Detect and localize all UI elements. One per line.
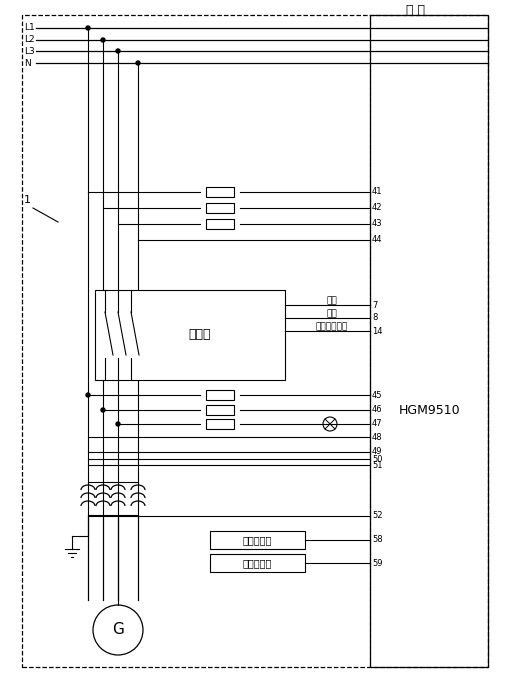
Text: 46: 46 bbox=[372, 405, 383, 415]
Text: 58: 58 bbox=[372, 535, 383, 545]
Bar bbox=[206, 390, 234, 400]
Bar bbox=[210, 554, 305, 572]
Bar bbox=[210, 531, 305, 549]
Circle shape bbox=[101, 38, 105, 42]
Text: 母 排: 母 排 bbox=[405, 3, 425, 16]
Bar bbox=[206, 419, 234, 429]
Bar bbox=[206, 187, 234, 197]
Circle shape bbox=[116, 422, 120, 426]
Bar bbox=[206, 405, 234, 415]
Text: L3: L3 bbox=[24, 46, 35, 55]
Text: 油压传感器: 油压传感器 bbox=[242, 535, 272, 545]
Text: N: N bbox=[24, 59, 31, 67]
Text: HGM9510: HGM9510 bbox=[399, 404, 461, 417]
Text: 45: 45 bbox=[372, 390, 383, 400]
Text: 42: 42 bbox=[372, 204, 383, 212]
Text: 41: 41 bbox=[372, 187, 383, 197]
Text: 合闸状态输入: 合闸状态输入 bbox=[316, 323, 348, 332]
Text: 14: 14 bbox=[372, 326, 383, 336]
Bar bbox=[206, 203, 234, 213]
Text: L1: L1 bbox=[24, 24, 35, 33]
Text: 1: 1 bbox=[23, 195, 30, 205]
Text: 59: 59 bbox=[372, 558, 383, 567]
Text: 47: 47 bbox=[372, 419, 383, 428]
Text: G: G bbox=[112, 622, 124, 637]
Text: 44: 44 bbox=[372, 236, 383, 244]
Text: 7: 7 bbox=[372, 300, 377, 309]
Text: 48: 48 bbox=[372, 432, 383, 441]
Text: 分闸: 分闸 bbox=[327, 309, 337, 319]
Bar bbox=[370, 15, 488, 667]
Circle shape bbox=[86, 393, 90, 397]
Text: 水温传感器: 水温传感器 bbox=[242, 558, 272, 568]
Text: 52: 52 bbox=[372, 511, 383, 520]
Text: 50: 50 bbox=[372, 454, 383, 464]
Circle shape bbox=[101, 408, 105, 412]
Text: 断路器: 断路器 bbox=[189, 328, 211, 341]
Text: 49: 49 bbox=[372, 447, 383, 456]
Bar bbox=[206, 219, 234, 229]
Text: L2: L2 bbox=[24, 35, 35, 44]
Circle shape bbox=[136, 61, 140, 65]
Text: 43: 43 bbox=[372, 219, 383, 229]
Bar bbox=[95, 290, 285, 380]
Text: 8: 8 bbox=[372, 313, 377, 323]
Text: 合闸: 合闸 bbox=[327, 296, 337, 306]
Circle shape bbox=[86, 26, 90, 30]
Circle shape bbox=[116, 49, 120, 53]
Text: 51: 51 bbox=[372, 460, 383, 469]
